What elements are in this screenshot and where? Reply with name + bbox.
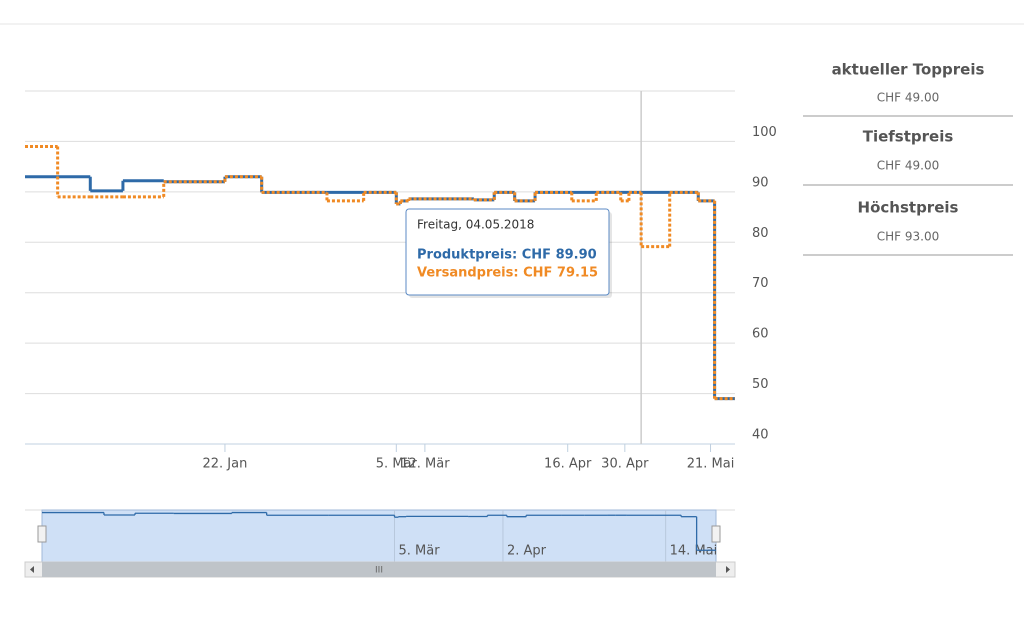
sidebar-value: CHF 49.00 [877,159,939,173]
x-tick-label: 5. Mär [376,457,418,472]
x-tick-label: 16. Apr [544,457,592,472]
tooltip-line: Produktpreis: CHF 89.90 [417,248,597,263]
scroll-left[interactable] [30,566,34,573]
price-sidebar: aktueller Toppreis CHF 49.00 Tiefstpreis CH… [803,61,1013,256]
scroll-right[interactable] [726,566,730,573]
y-tick-label: 40 [752,428,769,443]
tooltip-title: Freitag, 04.05.2018 [417,218,534,232]
y-tick-label: 80 [752,226,769,241]
nav-tick-label: 14. Mai [670,544,718,559]
x-tick-label: 12. Mär [400,457,450,472]
x-tick-label: 22. Jan [203,457,248,472]
y-tick-label: 70 [752,276,769,291]
sidebar-value: CHF 49.00 [877,91,939,105]
x-tick-label: 30. Apr [601,457,649,472]
scrollbar-grip: III [375,566,383,576]
x-tick-label: 21. Mai [687,457,735,472]
sidebar-title: aktueller Toppreis [832,61,985,79]
sidebar-value: CHF 93.00 [877,230,939,244]
nav-tick-label: 5. Mär [398,544,440,559]
y-tick-label: 100 [752,125,777,140]
navigator[interactable]: 5. Mär 2. Apr 14. Mai III [24,509,736,578]
tooltip-box [405,208,610,296]
tooltip: Freitag, 04.05.2018 Produktpreis: CHF 89.… [405,208,612,298]
y-tick-label: 50 [752,377,769,392]
y-tick-label: 60 [752,327,769,342]
y-tick-label: 90 [752,175,769,190]
nav-handle[interactable] [37,525,47,543]
nav-selection[interactable] [41,509,717,563]
sidebar-title: Tiefstpreis [863,128,954,146]
nav-handle[interactable] [711,525,721,543]
tooltip-line: Versandpreis: CHF 79.15 [417,266,598,281]
nav-tick-label: 2. Apr [507,544,547,559]
scrollbar-thumb[interactable] [42,562,716,577]
sidebar-title: Höchstpreis [858,199,959,217]
